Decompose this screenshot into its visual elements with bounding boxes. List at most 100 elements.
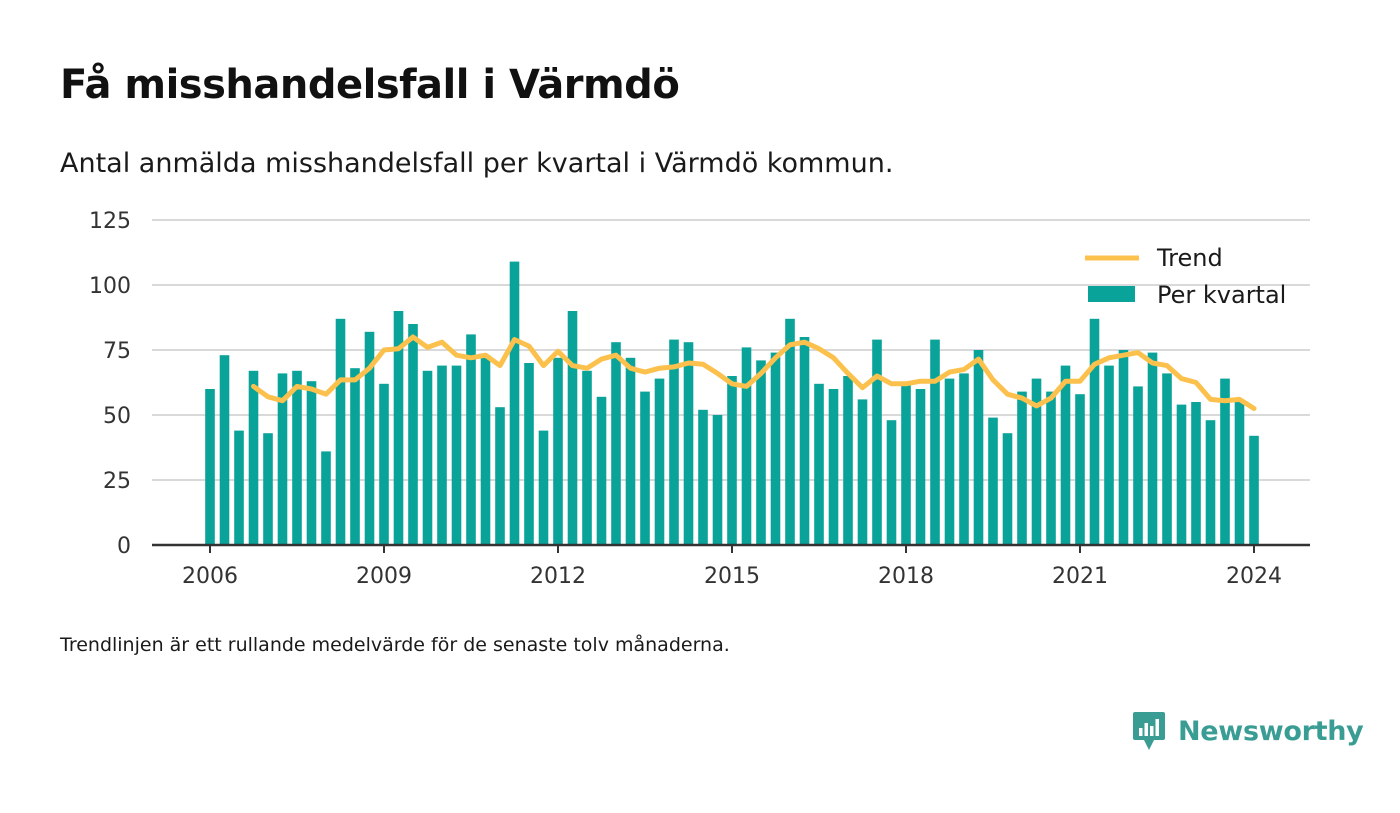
newsworthy-logo-icon [1133, 712, 1165, 750]
brand-logo[interactable]: Newsworthy [1132, 711, 1364, 751]
trend-line [251, 334, 1257, 411]
bar-2009-Q1 [379, 383, 389, 545]
bar-2010-Q2 [451, 365, 462, 545]
bar-2007-Q1 [263, 433, 273, 545]
bar-2023-Q1 [1191, 402, 1201, 545]
x-tick-label: 2021 [1052, 564, 1108, 589]
bar-2021-Q1 [1075, 394, 1085, 545]
bar-2018-Q4 [944, 378, 955, 545]
bar-2016-Q2 [799, 337, 810, 545]
bar-2022-Q3 [1162, 373, 1172, 545]
x-tick-label: 2006 [182, 564, 238, 589]
bar-2010-Q3 [466, 334, 476, 545]
bar-2019-Q3 [988, 417, 998, 545]
bar-2006-Q3 [234, 430, 244, 545]
bar-2021-Q4 [1118, 350, 1129, 545]
bar-2015-Q2 [741, 347, 752, 545]
bar-2014-Q4 [712, 415, 723, 545]
bar-2016-Q3 [814, 383, 824, 545]
bar-2007-Q4 [306, 381, 317, 545]
bar-2024-Q1 [1249, 435, 1259, 545]
bar-2012-Q1 [553, 357, 563, 545]
bar-2019-Q4 [1002, 433, 1013, 545]
bar-2013-Q1 [611, 342, 621, 545]
bar-2010-Q1 [437, 365, 447, 545]
bar-2006-Q4 [248, 370, 259, 545]
bar-2007-Q3 [292, 370, 302, 545]
legend: Trend Per kvartal [1085, 244, 1286, 309]
bar-2023-Q2 [1205, 420, 1216, 545]
bar-2020-Q1 [1017, 391, 1027, 545]
bar-2012-Q4 [596, 396, 607, 545]
bar-2006-Q1 [205, 389, 215, 545]
y-tick-label: 25 [103, 469, 131, 494]
x-axis: 2006 2009 2012 2015 2018 2021 2024 [152, 543, 1310, 589]
bar-2020-Q2 [1031, 378, 1042, 545]
legend-bar-swatch [1088, 286, 1135, 302]
y-tick-label: 125 [89, 209, 131, 234]
x-tick-label: 2024 [1226, 564, 1282, 589]
bar-2020-Q3 [1046, 391, 1056, 545]
bar-2014-Q1 [669, 339, 679, 545]
bar-2011-Q4 [538, 430, 549, 545]
bar-2010-Q4 [480, 355, 491, 545]
bar-2015-Q1 [727, 376, 737, 545]
bar-2011-Q3 [524, 363, 534, 545]
brand-name: Newsworthy [1178, 715, 1364, 747]
bar-2011-Q2 [509, 261, 520, 545]
bar-2022-Q4 [1176, 404, 1187, 545]
bar-2013-Q3 [640, 391, 650, 545]
footnote: Trendlinjen är ett rullande medelvärde f… [60, 634, 730, 656]
y-axis-ticks: 0 25 50 75 100 125 [89, 209, 131, 559]
bar-2016-Q4 [828, 389, 839, 545]
bar-2008-Q1 [321, 451, 331, 545]
chart-subtitle: Antal anmälda misshandelsfall per kvarta… [60, 148, 894, 179]
bar-2017-Q2 [857, 399, 868, 545]
bar-2021-Q2 [1089, 318, 1100, 545]
bar-2021-Q3 [1104, 365, 1114, 545]
bar-2023-Q3 [1220, 378, 1230, 545]
bar-2019-Q2 [973, 350, 984, 545]
bar-2008-Q2 [335, 318, 346, 545]
chart-title: Få misshandelsfall i Värmdö [60, 62, 680, 108]
bar-series [205, 261, 1259, 545]
bar-2018-Q3 [930, 339, 940, 545]
x-tick-label: 2009 [356, 564, 412, 589]
bar-2014-Q3 [698, 409, 708, 545]
bar-2023-Q4 [1234, 399, 1245, 545]
y-tick-label: 0 [117, 534, 131, 559]
bar-2008-Q3 [350, 368, 360, 545]
bar-2020-Q4 [1060, 365, 1071, 545]
bar-2016-Q1 [785, 318, 795, 545]
bar-2006-Q2 [219, 355, 230, 545]
trend-series [251, 334, 1257, 411]
x-tick-label: 2012 [530, 564, 586, 589]
bar-2022-Q2 [1147, 352, 1158, 545]
bar-2013-Q4 [654, 378, 665, 545]
bar-2012-Q3 [582, 370, 592, 545]
bar-2013-Q2 [625, 357, 636, 545]
bar-2022-Q1 [1133, 386, 1143, 545]
bar-2014-Q2 [683, 342, 694, 545]
x-tick-label: 2018 [878, 564, 934, 589]
y-tick-label: 50 [103, 404, 131, 429]
x-tick-label: 2015 [704, 564, 760, 589]
bar-2019-Q1 [959, 373, 969, 545]
bar-2009-Q2 [393, 311, 404, 545]
bar-2017-Q1 [843, 376, 853, 545]
bar-2012-Q2 [567, 311, 578, 545]
bar-2011-Q1 [495, 407, 505, 545]
bar-2008-Q4 [364, 331, 375, 545]
bar-2015-Q4 [770, 352, 781, 545]
bar-2015-Q3 [756, 360, 766, 545]
y-tick-label: 100 [89, 274, 131, 299]
bar-2009-Q3 [408, 324, 418, 545]
bar-2007-Q2 [277, 373, 288, 545]
legend-trend-label: Trend [1156, 244, 1223, 272]
bar-2017-Q4 [886, 420, 897, 545]
legend-bar-label: Per kvartal [1157, 281, 1286, 309]
bar-2017-Q3 [872, 339, 882, 545]
bar-2018-Q1 [901, 383, 911, 545]
bar-2018-Q2 [915, 389, 926, 545]
